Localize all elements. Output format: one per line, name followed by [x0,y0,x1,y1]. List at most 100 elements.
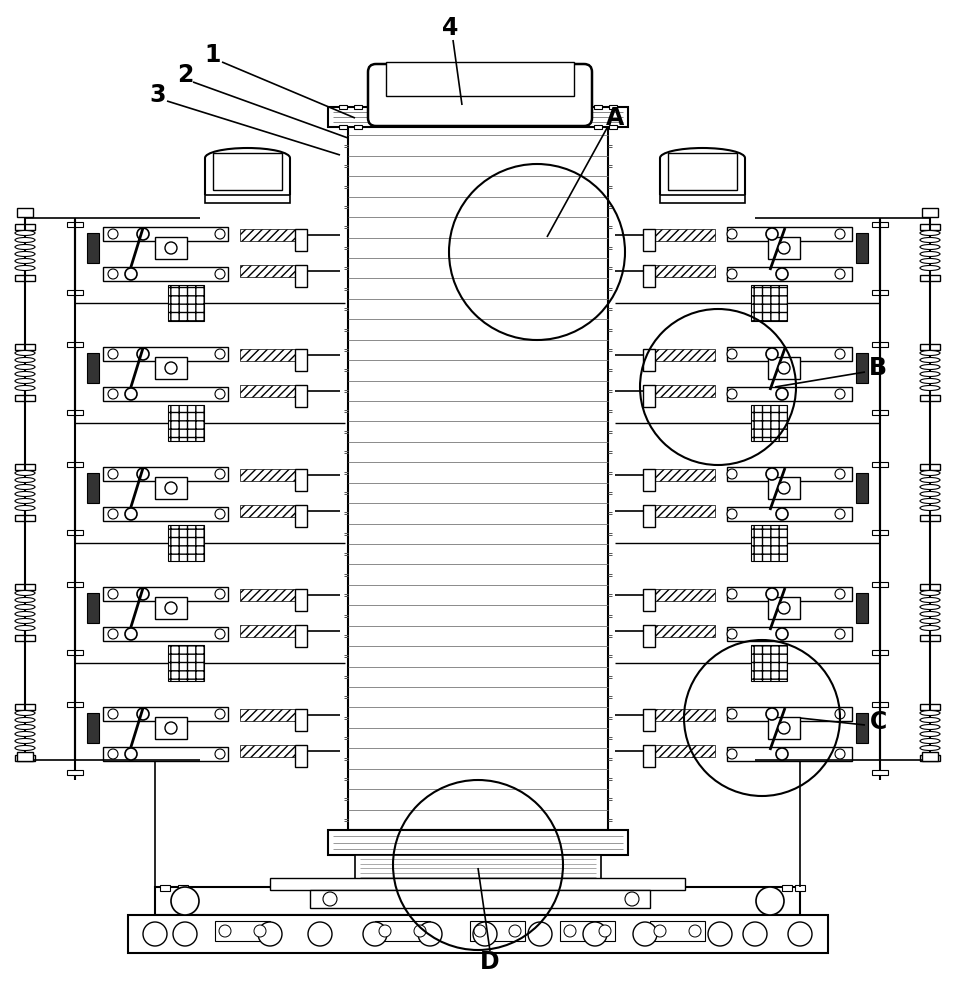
Circle shape [776,268,788,280]
Ellipse shape [920,732,940,736]
Ellipse shape [920,231,940,235]
Circle shape [835,589,845,599]
Text: 4: 4 [442,16,458,40]
Bar [872,290,888,295]
Circle shape [254,925,266,937]
Bar [795,885,805,891]
Bar [15,344,35,350]
Bar [751,645,787,681]
Bar [15,584,35,590]
Bar [643,589,655,611]
Bar [103,587,228,601]
Circle shape [108,269,118,279]
Bar [240,745,300,757]
Bar [727,347,852,361]
Bar [355,855,601,890]
Bar [103,707,228,721]
Circle shape [727,229,737,239]
Bar [922,752,938,761]
Ellipse shape [920,385,940,390]
Text: B: B [869,356,887,380]
Bar [240,469,300,481]
Bar [655,229,715,241]
Bar [67,222,83,227]
Circle shape [564,925,576,937]
Circle shape [165,482,177,494]
Circle shape [788,922,812,946]
Circle shape [215,589,225,599]
Ellipse shape [920,590,940,595]
Bar [751,525,787,561]
Circle shape [308,922,332,946]
Circle shape [599,925,611,937]
Bar [920,635,940,641]
Circle shape [165,722,177,734]
Circle shape [215,269,225,279]
Circle shape [583,922,607,946]
Circle shape [727,589,737,599]
Circle shape [363,922,387,946]
Circle shape [766,588,778,600]
Bar [643,745,655,767]
Circle shape [108,749,118,759]
Bar [872,342,888,347]
Circle shape [835,389,845,399]
Circle shape [708,922,732,946]
Bar [87,473,99,503]
Bar [727,387,852,401]
Bar [15,464,35,470]
Circle shape [835,629,845,639]
Bar [240,625,300,637]
Circle shape [835,749,845,759]
Bar [168,405,204,441]
Circle shape [108,469,118,479]
Bar [768,477,800,499]
Bar [240,589,300,601]
Ellipse shape [15,485,35,489]
Ellipse shape [15,732,35,736]
Bar [168,645,204,681]
Circle shape [215,229,225,239]
Ellipse shape [15,506,35,510]
Bar [643,265,655,287]
Bar [155,887,800,915]
Circle shape [165,242,177,254]
Ellipse shape [15,471,35,476]
Ellipse shape [15,244,35,249]
Bar [643,625,655,647]
Bar [295,589,307,611]
Bar [168,285,204,321]
Circle shape [633,922,657,946]
Ellipse shape [15,351,35,356]
Bar [240,265,300,277]
Ellipse shape [920,506,940,510]
Bar [782,885,792,891]
Bar [354,105,362,109]
Circle shape [727,269,737,279]
Ellipse shape [920,371,940,376]
Bar [668,153,737,190]
Bar [655,505,715,517]
Bar [67,410,83,415]
Ellipse shape [920,358,940,362]
Bar [643,349,655,371]
Bar [643,385,655,407]
Ellipse shape [15,738,35,744]
Bar [87,353,99,383]
Circle shape [835,469,845,479]
Bar [768,597,800,619]
Ellipse shape [920,471,940,476]
Bar [240,709,300,721]
Bar [295,505,307,527]
Bar [168,525,204,561]
Bar [920,395,940,401]
Bar [295,709,307,731]
Bar [17,208,33,217]
Bar [213,153,282,190]
Circle shape [215,349,225,359]
Bar [295,229,307,251]
Ellipse shape [15,358,35,362]
Circle shape [778,482,790,494]
Bar [727,747,852,761]
Bar [67,582,83,587]
